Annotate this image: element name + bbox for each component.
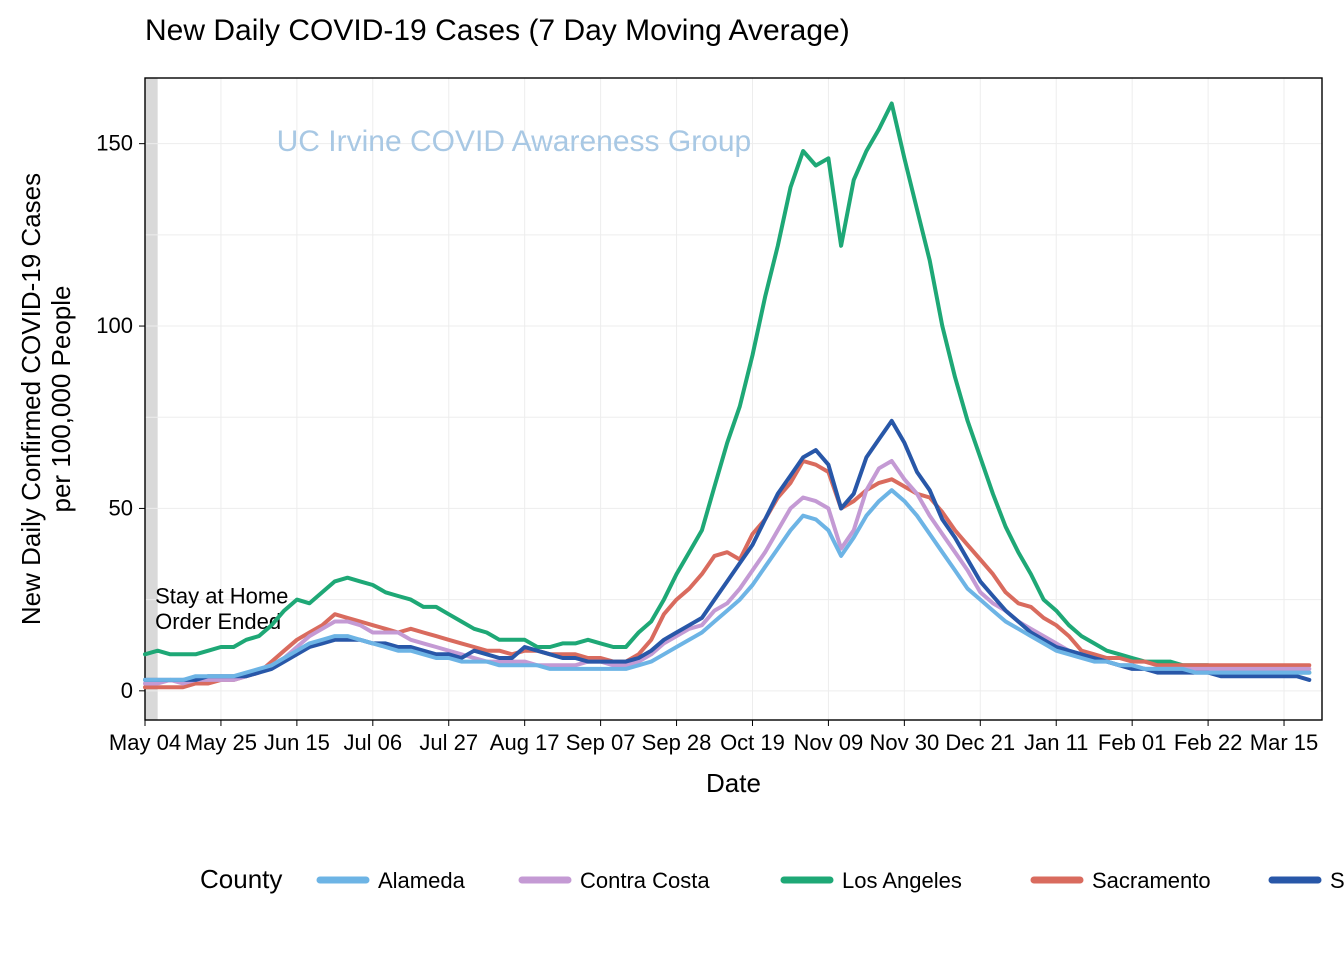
x-axis-label: Date — [706, 768, 761, 798]
legend-title: County — [200, 864, 282, 894]
covid-cases-chart: New Daily COVID-19 Cases (7 Day Moving A… — [0, 0, 1344, 960]
y-axis-label: New Daily Confirmed COVID-19 Casesper 10… — [16, 173, 76, 625]
x-tick-label: Sep 28 — [642, 730, 712, 755]
y-tick-label: 100 — [96, 313, 133, 338]
chart-title: New Daily COVID-19 Cases (7 Day Moving A… — [145, 14, 850, 47]
legend-label: Contra Costa — [580, 868, 710, 893]
x-tick-label: Nov 30 — [869, 730, 939, 755]
x-tick-label: Jan 11 — [1024, 730, 1088, 755]
x-tick-label: Oct 19 — [720, 730, 785, 755]
x-tick-label: Sep 07 — [566, 730, 636, 755]
x-tick-label: Feb 01 — [1098, 730, 1167, 755]
y-tick-label: 150 — [96, 131, 133, 156]
x-tick-label: Jun 15 — [264, 730, 330, 755]
annotation-line2: Order Ended — [155, 609, 281, 634]
legend-label: Los Angeles — [842, 868, 962, 893]
legend-label: Sacramento — [1092, 868, 1211, 893]
legend-label: Santa Clara — [1330, 868, 1344, 893]
x-tick-label: Jul 27 — [419, 730, 478, 755]
annotation-line1: Stay at Home — [155, 583, 288, 608]
x-tick-label: Jul 06 — [343, 730, 402, 755]
legend-label: Alameda — [378, 868, 466, 893]
watermark: UC Irvine COVID Awareness Group — [277, 125, 752, 158]
x-tick-label: Dec 21 — [945, 730, 1015, 755]
x-tick-label: Aug 17 — [490, 730, 560, 755]
x-tick-label: May 04 — [109, 730, 181, 755]
x-tick-label: Mar 15 — [1250, 730, 1318, 755]
y-tick-label: 0 — [121, 678, 133, 703]
x-tick-label: Nov 09 — [794, 730, 864, 755]
y-tick-label: 50 — [109, 495, 133, 520]
x-tick-label: May 25 — [185, 730, 257, 755]
x-tick-label: Feb 22 — [1174, 730, 1243, 755]
